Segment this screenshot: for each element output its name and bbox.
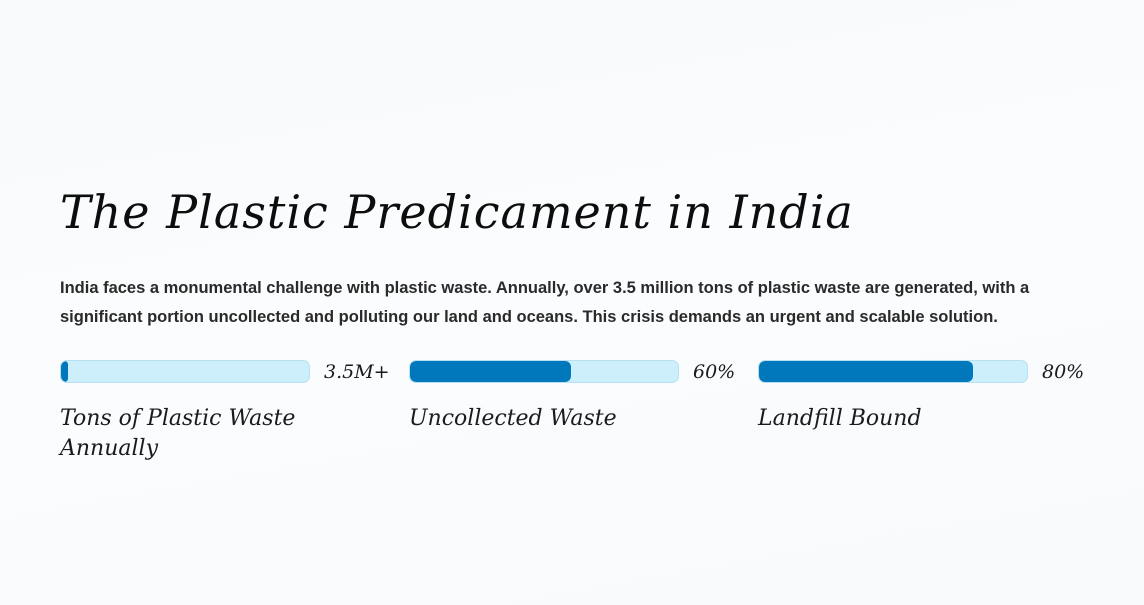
stat-bar-row: 3.5M+ [60,360,400,384]
section-intro: India faces a monumental challenge with … [60,279,1030,326]
stat-bar-row: 80% [758,360,1098,384]
plastic-predicament-section: The Plastic Predicament in India India f… [60,180,1100,331]
stat-bar-row: 60% [409,360,749,384]
progress-fill [410,361,571,382]
stat-value: 3.5M+ [324,361,390,383]
progress-track [758,360,1028,383]
progress-track [409,360,679,383]
stat-value: 80% [1042,361,1085,383]
progress-fill [61,361,69,382]
stats-row: 3.5M+ Tons of Plastic Waste Annually 60%… [60,360,1120,470]
stat-label: Tons of Plastic Waste Annually [60,406,296,461]
stat-label: Landfill Bound [758,406,922,431]
stat-tons-annually: 3.5M+ Tons of Plastic Waste Annually [60,360,400,470]
progress-track [60,360,310,383]
stat-landfill: 80% Landfill Bound [758,360,1098,470]
progress-fill [759,361,974,382]
stat-label: Uncollected Waste [409,406,617,431]
section-title: The Plastic Predicament in India [60,185,854,239]
stat-value: 60% [693,361,736,383]
stat-uncollected: 60% Uncollected Waste [409,360,749,470]
